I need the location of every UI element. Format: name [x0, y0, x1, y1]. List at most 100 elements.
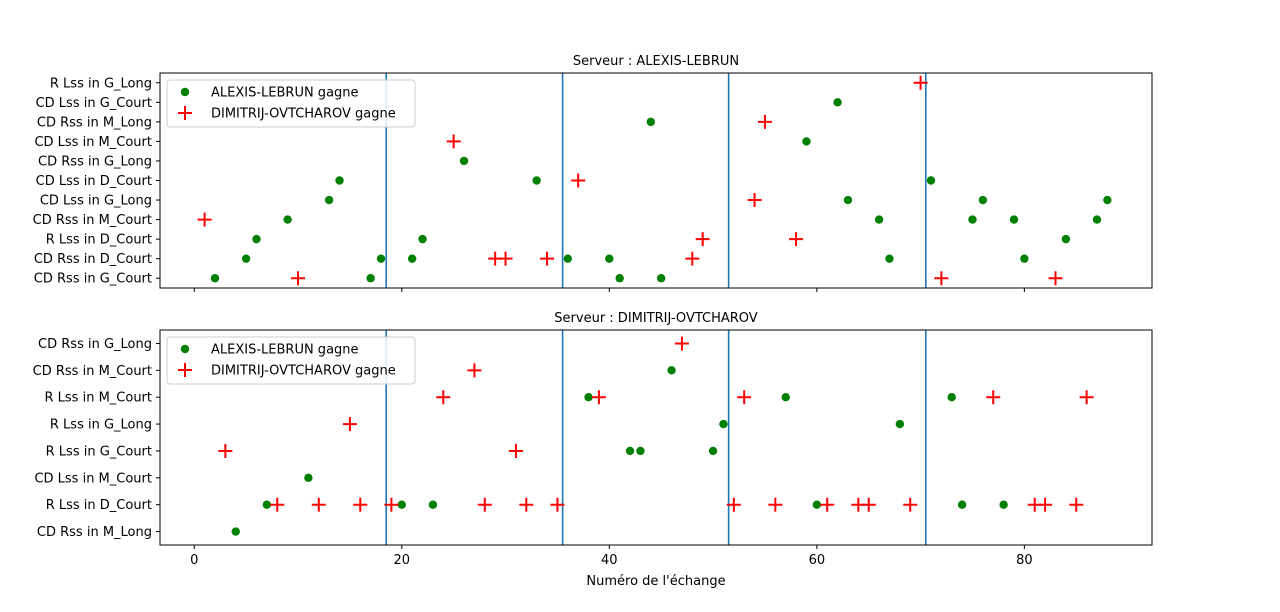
legend-box [166, 336, 416, 385]
point-win-dimitrij [571, 173, 586, 188]
point-win-alexis [241, 254, 251, 263]
point-win-alexis [376, 254, 386, 263]
point-win-alexis [283, 215, 292, 224]
y-tick-label: CD Lss in G_Long [40, 194, 152, 209]
chart-panel-1: Serveur : ALEXIS-LEBRUN CD Rss in G_Court… [33, 54, 1153, 292]
point-win-alexis [719, 419, 728, 429]
y-tick-label: CD Lss in D_Court [36, 174, 152, 189]
point-win-dimitrij [747, 193, 762, 208]
point-win-dimitrij [674, 336, 689, 351]
legend-label: DIMITRIJ-OVTCHAROV gagne [211, 364, 396, 379]
point-win-alexis [262, 500, 272, 509]
point-win-dimitrij [519, 497, 534, 512]
x-tick-label: 20 [394, 553, 411, 568]
point-win-alexis [335, 176, 344, 185]
legend-marker-circle [180, 87, 190, 97]
point-win-dimitrij [1038, 497, 1053, 512]
point-win-dimitrij [540, 251, 555, 266]
plot-frame [159, 329, 1153, 546]
y-tick-label: CD Rss in G_Court [34, 272, 152, 287]
point-win-alexis [304, 473, 313, 483]
legend-label: ALEXIS-LEBRUN gagne [211, 343, 359, 358]
point-win-alexis [366, 274, 375, 283]
point-win-alexis [1061, 234, 1071, 244]
y-tick-label: R Lss in G_Long [50, 76, 152, 91]
point-win-dimitrij [757, 114, 772, 129]
y-tick-label: R Lss in M_Court [45, 391, 153, 406]
point-win-dimitrij [1069, 497, 1084, 512]
y-tick-label: CD Lss in G_Court [36, 96, 152, 111]
point-win-dimitrij [861, 497, 876, 512]
point-win-alexis [407, 254, 417, 263]
point-win-dimitrij [436, 390, 451, 405]
point-win-dimitrij [726, 497, 741, 512]
point-win-dimitrij [768, 497, 783, 512]
point-win-dimitrij [591, 390, 606, 405]
point-win-alexis [1009, 215, 1019, 224]
point-win-dimitrij [197, 212, 212, 227]
x-tick-label: 40 [601, 553, 618, 568]
legend-label: DIMITRIJ-OVTCHAROV gagne [211, 107, 396, 122]
chart-panel-2: Serveur : DIMITRIJ-OVTCHAROV CD Rss in M_… [33, 311, 1153, 589]
legend-label: ALEXIS-LEBRUN gagne [211, 86, 359, 101]
point-win-alexis [957, 500, 967, 509]
point-win-dimitrij [218, 443, 233, 458]
point-win-alexis [999, 500, 1008, 509]
point-win-dimitrij [291, 271, 306, 286]
point-win-alexis [428, 500, 438, 509]
point-win-dimitrij [384, 497, 399, 512]
point-win-alexis [781, 392, 790, 402]
point-win-alexis [1020, 254, 1029, 263]
point-win-alexis [210, 274, 220, 283]
point-win-alexis [1103, 195, 1112, 205]
point-win-alexis [646, 117, 656, 127]
point-win-alexis [397, 500, 406, 509]
legend-marker-plus [178, 106, 192, 120]
point-win-alexis [656, 274, 666, 283]
point-win-dimitrij [737, 390, 752, 405]
legend-box [166, 79, 416, 128]
point-win-alexis [843, 195, 853, 205]
point-win-dimitrij [934, 271, 949, 286]
point-win-alexis [324, 195, 334, 205]
point-win-alexis [874, 215, 884, 224]
y-tick-label: CD Rss in M_Court [33, 364, 152, 379]
point-win-dimitrij [498, 251, 513, 266]
point-win-alexis [667, 366, 676, 375]
point-win-dimitrij [986, 390, 1001, 405]
point-win-alexis [947, 392, 956, 402]
point-win-alexis [459, 156, 469, 166]
point-win-alexis [802, 137, 811, 146]
legend: ALEXIS-LEBRUN gagne DIMITRIJ-OVTCHAROV ga… [166, 79, 416, 128]
point-win-alexis [532, 176, 541, 185]
y-tick-label: R Lss in D_Court [46, 498, 152, 513]
x-tick-label: 80 [1016, 553, 1033, 568]
point-win-dimitrij [820, 497, 835, 512]
x-tick-label: 60 [809, 553, 826, 568]
point-win-dimitrij [342, 417, 357, 432]
point-win-alexis [968, 215, 977, 224]
y-tick-label: CD Lss in M_Court [34, 135, 152, 150]
point-win-dimitrij [789, 232, 804, 247]
point-win-alexis [812, 500, 822, 509]
point-win-alexis [615, 274, 624, 283]
point-win-dimitrij [685, 251, 700, 266]
point-win-alexis [636, 446, 645, 456]
point-win-dimitrij [1079, 390, 1094, 405]
point-win-alexis [563, 254, 572, 263]
point-win-alexis [708, 446, 718, 456]
point-win-alexis [625, 446, 635, 456]
point-win-dimitrij [353, 497, 368, 512]
y-tick-label: R Lss in G_Long [50, 418, 152, 433]
y-tick-label: R Lss in G_Court [46, 444, 152, 459]
point-win-alexis [833, 98, 842, 107]
point-win-dimitrij [311, 497, 326, 512]
y-tick-label: CD Rss in M_Long [37, 115, 152, 130]
point-win-alexis [252, 234, 261, 244]
y-tick-label: CD Rss in M_Long [37, 525, 152, 540]
y-tick-label: CD Lss in M_Court [34, 471, 152, 486]
point-win-dimitrij [477, 497, 492, 512]
point-win-dimitrij [903, 497, 918, 512]
plot-frame [159, 72, 1153, 289]
